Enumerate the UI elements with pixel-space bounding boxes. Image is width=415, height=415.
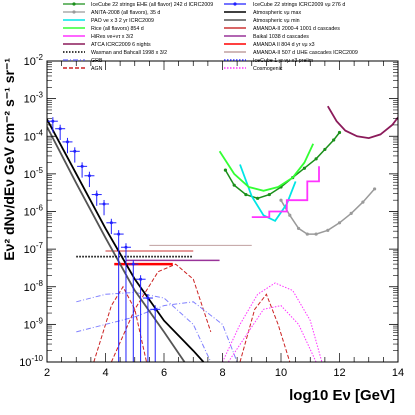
model-curve-grb [76, 301, 238, 362]
y-axis-label: Eν² dNν/dEν GeV cm⁻² s⁻¹ sr⁻¹ [1, 58, 17, 261]
x-tick-label: 2 [44, 367, 50, 379]
legend-label: IceCube 22 strings EHE (all flavor) 242 … [91, 2, 213, 8]
series-point [223, 168, 228, 172]
legend-label: AMANDA-II 2000-4 1001 d cascades [253, 26, 340, 32]
legend-swatch-left-marker [72, 2, 76, 6]
series-point [314, 157, 318, 161]
series-point [337, 130, 342, 135]
model-curve-cosmogenic [227, 305, 317, 362]
icecube-point [153, 307, 157, 311]
data-layer [47, 105, 398, 362]
legend: IceCube 22 strings EHE (all flavor) 242 … [63, 2, 358, 72]
legend-label: Atmospheric νμ min [253, 18, 300, 24]
legend-label: Waxman and Bahcall 1998 x 3/2 [91, 50, 167, 56]
y-tick-label: 10-2 [24, 53, 44, 68]
legend-label: AMANDA-II 507 d UHE cascades ICRC2009 [253, 50, 358, 56]
icecube-point [51, 119, 55, 123]
y-tick-label: 10-3 [24, 91, 44, 106]
legend-label: Atmospheric νμ max [253, 10, 301, 16]
series-point [296, 226, 301, 231]
series-point [337, 221, 342, 225]
icecube-point [58, 127, 62, 131]
legend-label: Cosmogenic [253, 66, 283, 72]
series-line [47, 126, 186, 362]
y-tick-label: 10-10 [19, 354, 43, 369]
legend-label: IceCube 22 strings ICRC2009 νμ 276 d [253, 2, 345, 8]
legend-swatch-right-marker [233, 2, 237, 6]
plot-area [47, 105, 398, 362]
y-tick-label: 10-5 [24, 166, 44, 181]
legend-label: HiRes νe+ντ x 3/2 [91, 34, 133, 40]
y-tick-label: 10-4 [24, 128, 44, 143]
series-line [218, 143, 315, 192]
legend-label: IceCube 1 yr νμ x3 prelim [253, 58, 314, 64]
series-point [349, 211, 353, 215]
icecube-point [73, 149, 77, 153]
legend-label: ANITA-2008 (all flavors), 35 d [91, 10, 160, 16]
legend-swatch-left-marker [72, 10, 76, 14]
icecube-point [109, 221, 113, 225]
icecube-point [80, 164, 84, 168]
model-curve-grb [76, 291, 212, 362]
series-point [326, 228, 330, 232]
legend-label: ATCA ICRC2009 6 nights [91, 42, 151, 48]
series-line [251, 166, 320, 219]
series-point [305, 232, 309, 236]
series-line [280, 188, 376, 235]
y-tick-label: 10-6 [24, 204, 44, 219]
series-point [302, 166, 306, 170]
icecube-point [102, 202, 106, 206]
y-tick-label: 10-8 [24, 279, 44, 294]
series-point [244, 192, 248, 197]
icecube-point [139, 277, 143, 281]
y-tick-label: 10-7 [24, 241, 44, 256]
x-axis-label: log10 Eν [GeV] [289, 387, 395, 404]
icecube-point [124, 245, 128, 249]
series-point [373, 187, 377, 191]
series-point [332, 138, 336, 142]
series-point [323, 147, 327, 152]
series-line [327, 105, 398, 140]
x-tick-label: 14 [392, 367, 404, 379]
x-tick-label: 10 [275, 367, 287, 379]
icecube-point [95, 193, 99, 197]
series-point [314, 232, 318, 236]
y-tick-label: 10-9 [24, 316, 44, 331]
x-tick-label: 8 [219, 367, 225, 379]
x-tick-label: 6 [161, 367, 167, 379]
legend-label: PAO νe x 3 2 yr ICRC2009 [91, 18, 154, 24]
legend-label: AGN [91, 66, 103, 72]
series-point [279, 198, 283, 202]
legend-label: Rice (all flavors) 854 d [91, 26, 144, 32]
model-curve-agn [239, 293, 291, 362]
icecube-point [117, 232, 121, 236]
x-tick-label: 12 [333, 367, 345, 379]
model-curve-cosmogenic [222, 282, 323, 362]
series-point [288, 213, 292, 217]
series-line [47, 118, 205, 362]
icecube-point [131, 262, 135, 266]
legend-label: AMANDA II 804 d yr νμ x3 [253, 42, 315, 48]
series-point [361, 200, 365, 204]
series-point [256, 196, 260, 200]
series-point [267, 192, 271, 197]
x-tick-label: 4 [102, 367, 108, 379]
series-point [232, 183, 236, 187]
icecube-point [87, 174, 91, 178]
legend-label: GRB [91, 58, 103, 64]
axes: 10-10 10-9 10-8 10-7 10-6 10-5 10-4 10-3 10-2 2 4 6… [19, 53, 404, 379]
legend-label: Baikal 1038 d cascades [253, 34, 309, 40]
icecube-point [146, 296, 150, 300]
icecube-point [65, 140, 69, 144]
model-curve-agn [110, 263, 212, 362]
